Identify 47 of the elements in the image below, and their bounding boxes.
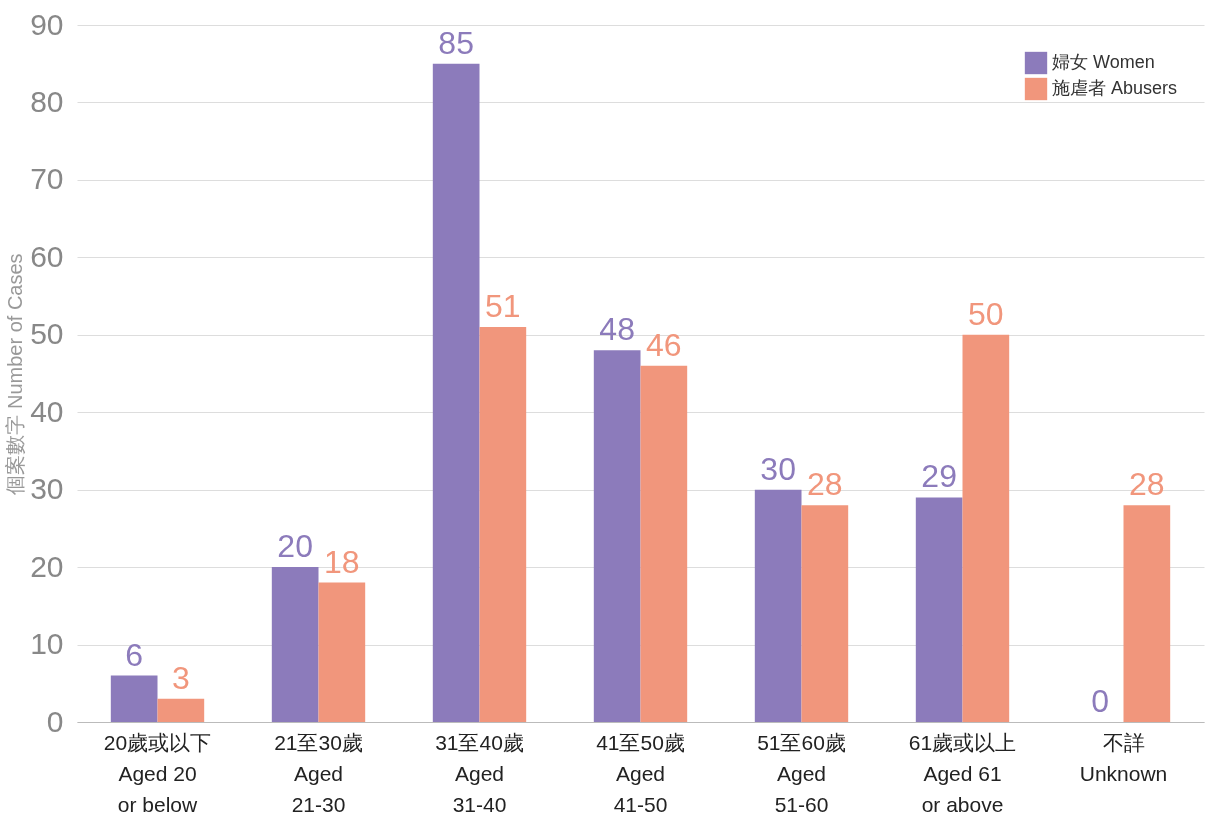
y-tick-label: 80	[30, 84, 64, 118]
y-tick-label: 90	[30, 7, 64, 41]
y-tick-label: 20	[30, 549, 64, 583]
bar	[318, 582, 366, 722]
data-label: 48	[599, 311, 635, 348]
data-label: 51	[485, 288, 521, 325]
bar	[754, 489, 802, 722]
x-tick-label: 21至30歲 Aged 21-30	[274, 730, 363, 816]
bar	[640, 365, 688, 722]
y-tick-label: 30	[30, 472, 64, 506]
data-label: 50	[968, 295, 1004, 332]
legend-label: 婦女 Women	[1052, 52, 1155, 72]
data-label: 30	[760, 450, 796, 487]
x-tick-label: 51至60歲 Aged 51-60	[757, 730, 846, 816]
bar	[110, 675, 158, 722]
bar	[432, 63, 480, 722]
y-tick-label: 70	[30, 162, 64, 196]
legend-label: 施虐者 Abusers	[1052, 78, 1178, 98]
bar	[1123, 505, 1171, 722]
bar	[479, 327, 527, 722]
y-axis-title: 個案數字 Number of Cases	[4, 253, 27, 495]
x-tick-label: 20歲或以下 Aged 20 or below	[103, 730, 212, 816]
data-label: 46	[646, 326, 682, 363]
x-tick-label: 不詳 Unknown	[1079, 730, 1168, 785]
y-tick-label: 10	[30, 627, 64, 661]
x-tick-label: 31至40歲 Aged 31-40	[435, 730, 524, 816]
bar	[593, 350, 641, 722]
data-label: 0	[1091, 683, 1110, 719]
data-label: 6	[125, 636, 144, 673]
data-label: 29	[921, 458, 957, 495]
data-label: 28	[1129, 466, 1165, 503]
data-label: 28	[807, 466, 843, 503]
bar	[962, 334, 1010, 722]
y-tick-label: 50	[30, 317, 64, 351]
x-tick-label: 41至50歲 Aged 41-50	[596, 730, 685, 816]
data-label: 18	[324, 543, 360, 580]
data-label: 85	[438, 24, 474, 61]
bar	[915, 497, 963, 722]
bar	[801, 505, 849, 722]
bar	[271, 567, 319, 722]
x-tick-label: 61歲或以上 Aged 61 or above	[908, 730, 1017, 816]
y-tick-label: 0	[46, 704, 64, 738]
y-tick-label: 40	[30, 394, 64, 428]
y-tick-label: 60	[30, 239, 64, 273]
data-label: 3	[171, 659, 190, 696]
bar	[157, 698, 205, 722]
data-label: 20	[277, 528, 313, 565]
